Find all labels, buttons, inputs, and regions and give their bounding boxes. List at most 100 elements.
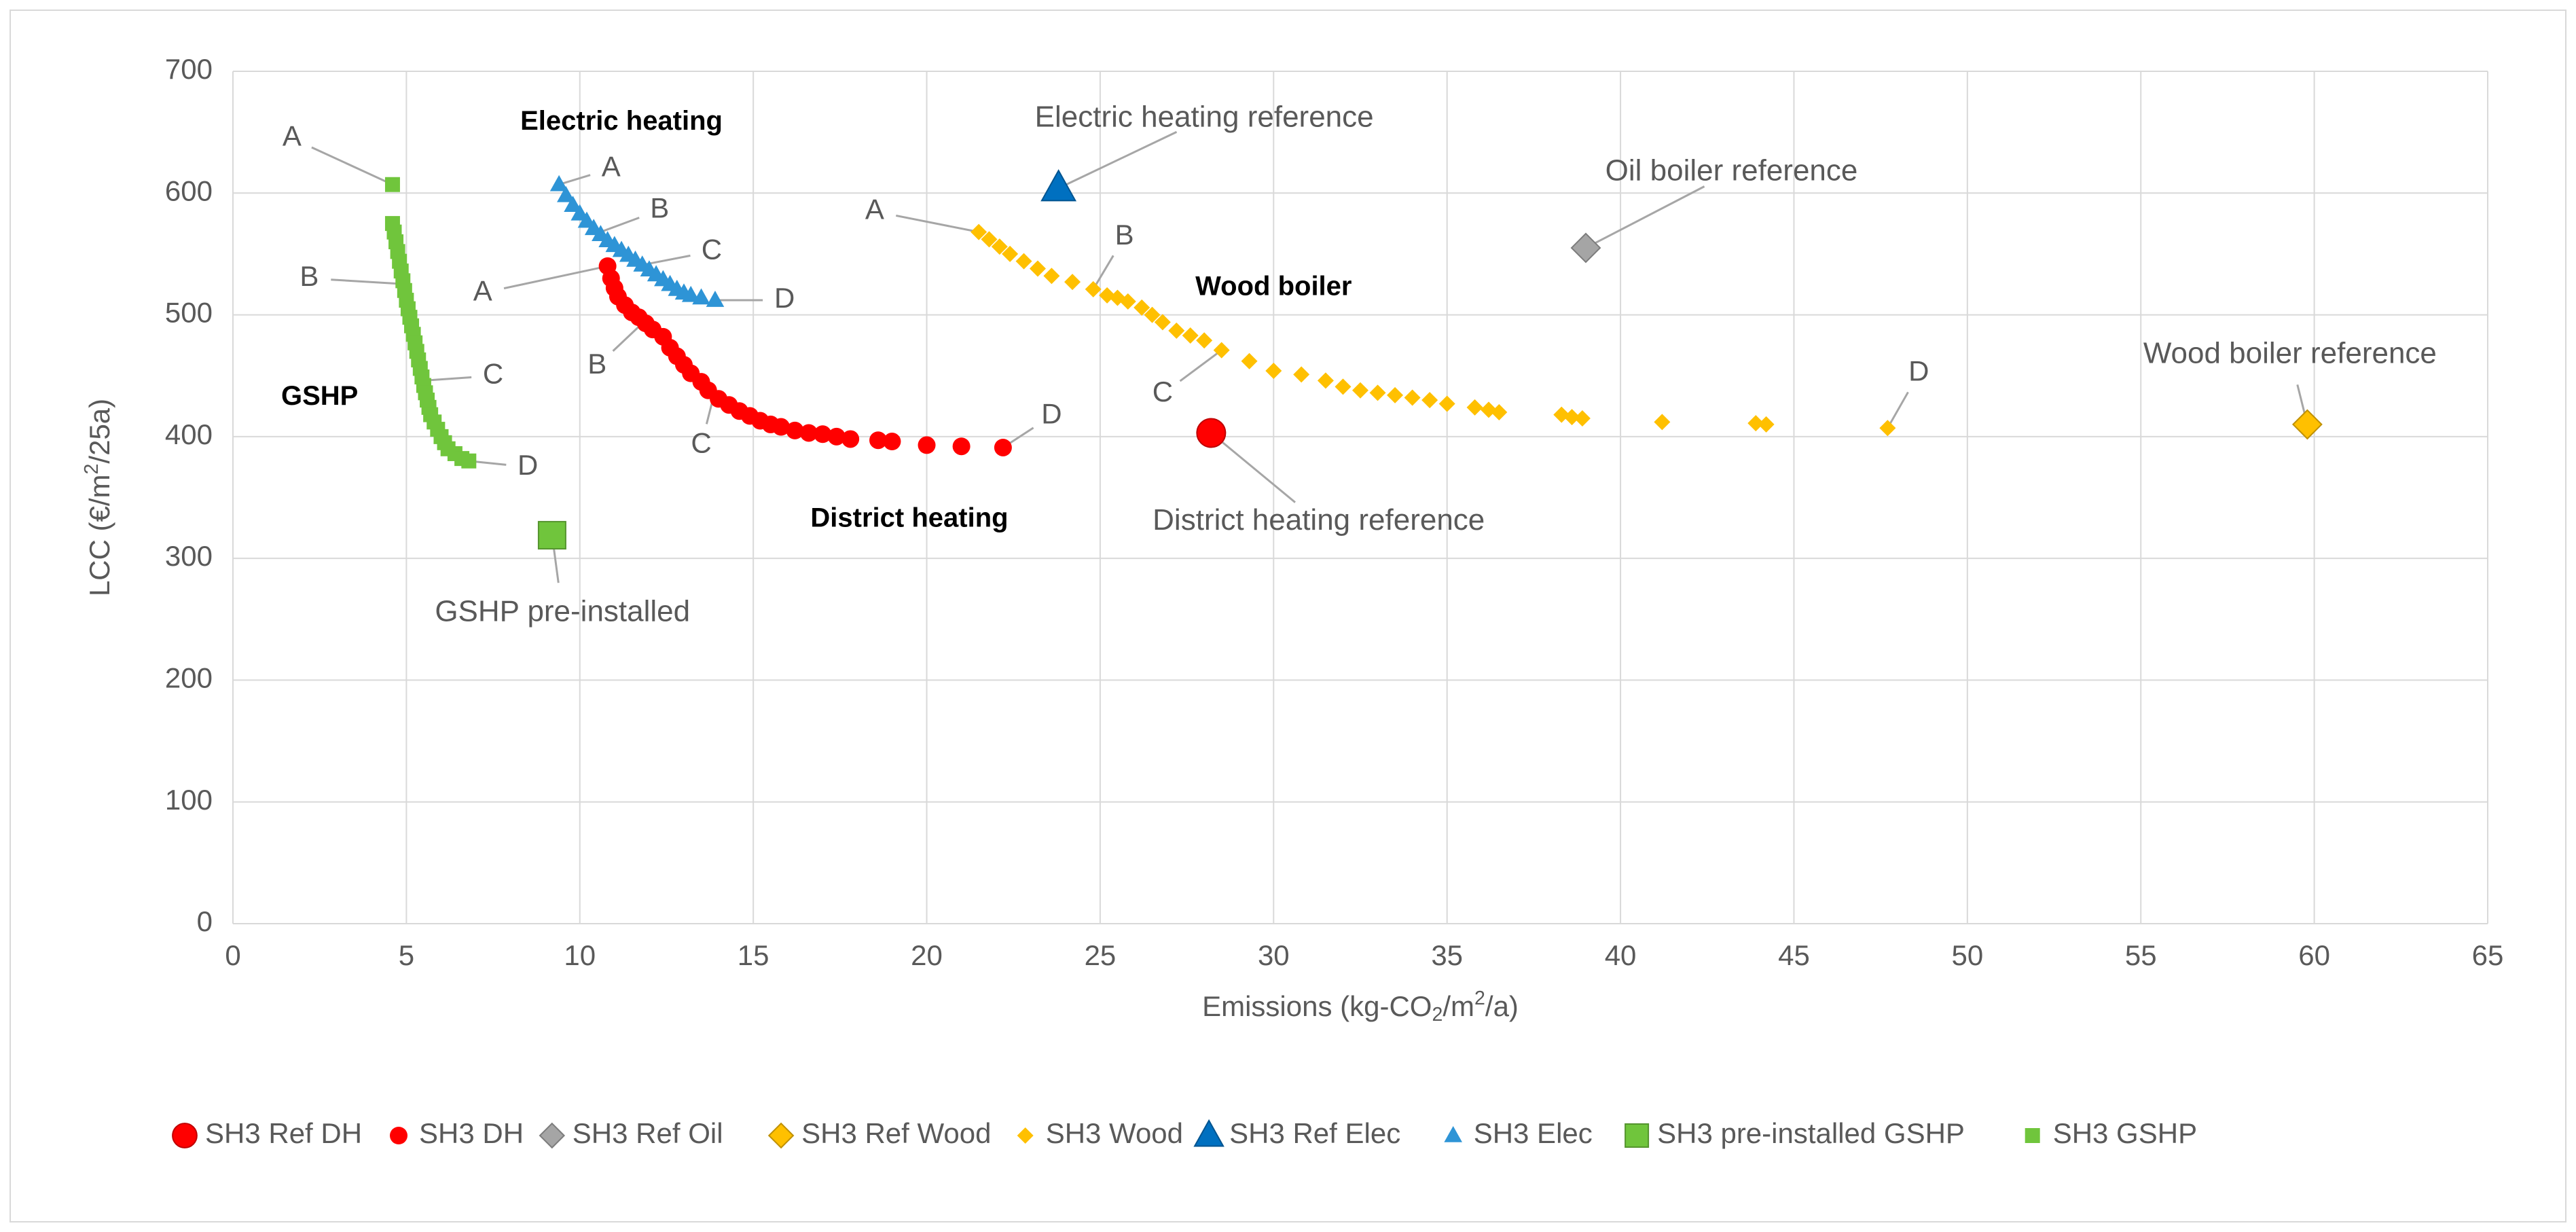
data-point-diamond xyxy=(1570,232,1601,264)
group-label: District heating xyxy=(810,503,1008,532)
x-tick-label: 25 xyxy=(1085,939,1117,971)
annotation-label: B xyxy=(300,260,319,292)
x-tick-label: 0 xyxy=(225,939,240,971)
reference-label: District heating reference xyxy=(1153,503,1485,537)
data-point-circle xyxy=(994,438,1012,456)
data-point-diamond xyxy=(1085,280,1102,297)
data-point-triangle xyxy=(549,175,568,192)
data-point-triangle xyxy=(1040,169,1077,202)
data-point-triangle xyxy=(692,288,710,305)
annotation-label: D xyxy=(518,449,538,481)
data-point-diamond xyxy=(1133,299,1150,316)
annotation-label: C xyxy=(702,233,722,265)
data-point-diamond xyxy=(991,238,1008,255)
legend-marker-circle xyxy=(390,1127,407,1144)
data-point-diamond xyxy=(1879,420,1896,437)
annotation-leader-line xyxy=(1092,255,1114,290)
data-point-square xyxy=(461,453,477,469)
y-tick-label: 400 xyxy=(165,418,213,450)
data-point-diamond xyxy=(1196,332,1213,349)
data-point-diamond xyxy=(1293,366,1310,383)
y-axis-title: LCC (€/m2/25a) xyxy=(81,399,116,596)
legend-marker-triangle xyxy=(1444,1126,1462,1142)
annotation-leader-line xyxy=(896,214,979,234)
legend: SH3 Ref DH SH3 DH SH3 Ref Oil SH3 Ref Wood S… xyxy=(172,1117,2197,1149)
data-point-diamond xyxy=(1387,386,1404,403)
data-point-diamond xyxy=(1438,395,1455,412)
annotation-label: A xyxy=(602,151,621,183)
reference-label: Oil boiler reference xyxy=(1606,153,1858,187)
x-tick-label: 10 xyxy=(564,939,596,971)
annotation-leader-line xyxy=(503,265,608,290)
data-point-diamond xyxy=(1182,327,1199,344)
data-point-diamond xyxy=(1265,363,1282,380)
group-label: Electric heating xyxy=(520,106,723,136)
x-tick-label: 60 xyxy=(2298,939,2330,971)
data-point-triangle xyxy=(681,285,700,302)
data-point-triangle xyxy=(564,196,582,213)
data-point-diamond xyxy=(1352,382,1368,399)
annotation-label: B xyxy=(1115,219,1134,251)
annotation-leader-line xyxy=(1887,391,1909,429)
data-point-circle xyxy=(814,425,832,443)
data-point-circle xyxy=(952,437,970,456)
legend-marker-diamond xyxy=(1017,1127,1034,1144)
data-point-diamond xyxy=(1466,399,1483,416)
data-point-circle xyxy=(841,430,860,448)
annotation-leader-line xyxy=(612,323,643,352)
reference-label: Wood boiler reference xyxy=(2143,336,2437,369)
data-point-diamond xyxy=(1213,342,1230,359)
y-tick-label: 700 xyxy=(165,53,213,85)
data-point-circle xyxy=(799,424,818,442)
x-tick-label: 20 xyxy=(911,939,943,971)
annotation-label: C xyxy=(691,427,711,459)
legend-label: SH3 Elec xyxy=(1474,1117,1593,1149)
y-tick-label: 600 xyxy=(165,175,213,206)
x-tick-label: 40 xyxy=(1605,939,1637,971)
data-point-diamond xyxy=(1563,409,1580,426)
data-point-diamond xyxy=(1168,322,1185,339)
data-point-square xyxy=(537,521,566,550)
data-point-diamond xyxy=(1029,260,1046,277)
y-tick-label: 300 xyxy=(165,540,213,572)
legend-marker-diamond xyxy=(539,1122,566,1149)
x-tick-label: 55 xyxy=(2125,939,2157,971)
annotation-leader-line xyxy=(558,174,591,186)
data-point-circle xyxy=(786,421,804,439)
annotation-label: C xyxy=(1153,376,1173,407)
data-point-diamond xyxy=(1654,414,1671,431)
axis-layer: 0 5 10 15 20 25 30 35 40 45 50 55 60 65 0 100 200 300 400 5… xyxy=(81,53,2504,1025)
reference-label: GSHP pre-installed xyxy=(435,594,690,628)
annotation-leader-line xyxy=(311,146,393,186)
data-point-diamond xyxy=(1119,293,1136,310)
legend-label: SH3 Ref DH xyxy=(205,1117,362,1149)
group-label: GSHP xyxy=(281,381,358,411)
y-tick-label: 100 xyxy=(165,784,213,816)
x-tick-label: 45 xyxy=(1778,939,1810,971)
legend-marker-triangle xyxy=(1193,1119,1224,1147)
grid-layer xyxy=(232,71,2488,924)
data-point-diamond xyxy=(1491,404,1508,420)
annotation-leader-line xyxy=(596,217,640,234)
y-tick-label: 500 xyxy=(165,297,213,329)
x-tick-label: 30 xyxy=(1258,939,1290,971)
data-point-diamond xyxy=(1317,372,1334,389)
callout-leader-line xyxy=(1057,130,1178,189)
x-tick-label: 35 xyxy=(1431,939,1463,971)
data-point-diamond xyxy=(981,231,998,248)
x-tick-label: 50 xyxy=(1951,939,1983,971)
annotation-label: A xyxy=(283,120,302,152)
legend-marker-square xyxy=(2025,1128,2040,1143)
annotation-label: B xyxy=(650,192,669,223)
annotation-label: C xyxy=(483,357,503,389)
legend-label: SH3 Ref Wood xyxy=(801,1117,991,1149)
legend-label: SH3 Ref Oil xyxy=(573,1117,723,1149)
y-tick-label: 0 xyxy=(197,905,213,937)
data-point-circle xyxy=(918,436,936,454)
x-tick-label: 65 xyxy=(2472,939,2504,971)
data-point-circle xyxy=(772,418,791,436)
legend-marker-square xyxy=(1625,1123,1650,1148)
data-point-diamond xyxy=(1369,384,1386,401)
